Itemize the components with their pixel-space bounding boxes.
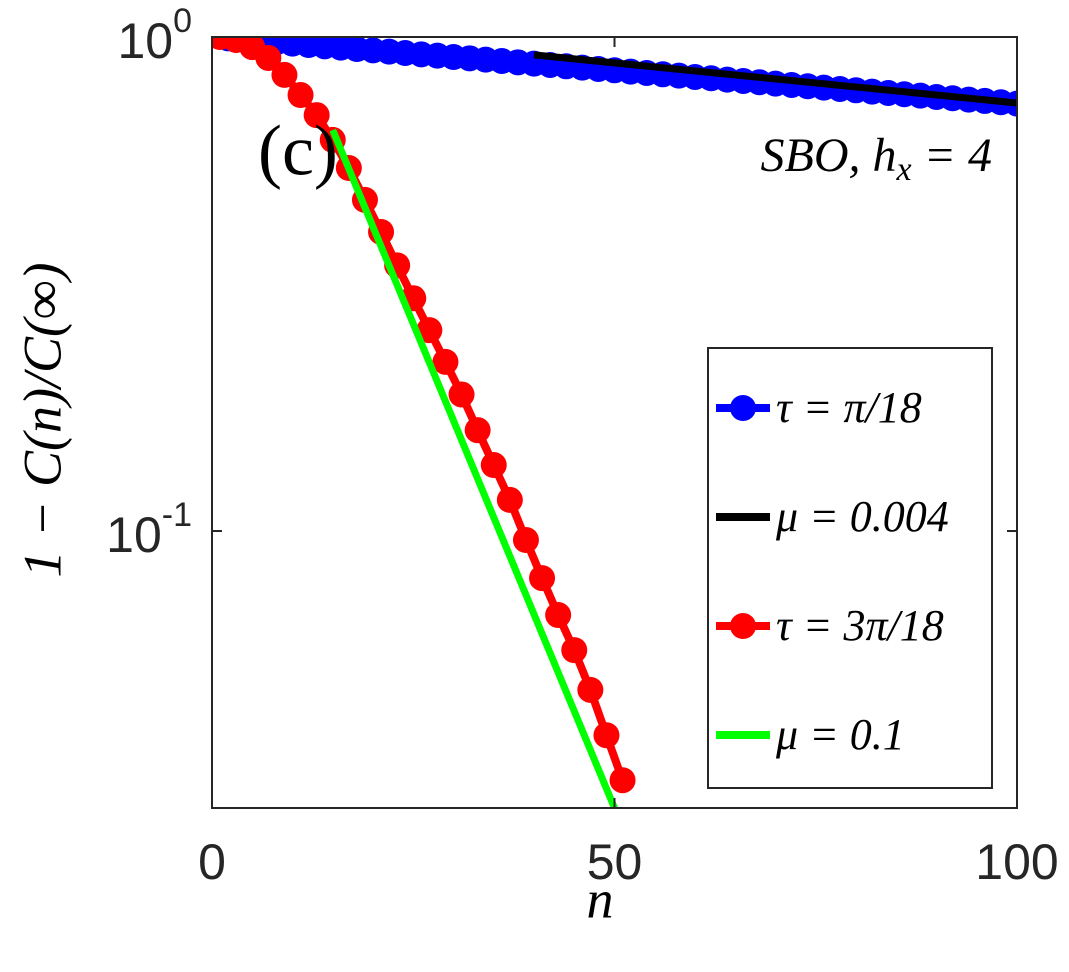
legend-box — [707, 347, 993, 789]
data-point — [271, 61, 298, 88]
data-point — [496, 486, 523, 513]
y-tick-label: 100 — [117, 2, 192, 69]
legend-label: μ = 0.1 — [775, 710, 905, 759]
y-axis-label: 1 − C(n)/C(∞) — [12, 263, 72, 578]
x-axis-label: n — [587, 869, 614, 929]
x-tick-label: 100 — [975, 834, 1058, 890]
data-point — [593, 722, 620, 749]
y-tick-exponent: -1 — [162, 496, 192, 534]
legend-label: τ = 3π/18 — [776, 601, 944, 650]
legend-marker — [730, 395, 756, 421]
data-point — [287, 82, 314, 109]
data-point — [529, 565, 556, 592]
x-tick-label: 0 — [198, 834, 226, 890]
series-layer — [212, 37, 1017, 808]
data-point — [480, 452, 507, 479]
legend-label: μ = 0.004 — [775, 492, 949, 541]
data-point — [545, 602, 572, 629]
annotation-subscript: x — [896, 151, 912, 188]
annotation-tail: = 4 — [912, 129, 992, 182]
y-tick-base: 10 — [106, 507, 162, 563]
legend-marker — [730, 613, 756, 639]
y-tick-exponent: 0 — [173, 2, 192, 40]
y-tick-base: 10 — [117, 13, 173, 69]
data-point — [303, 102, 330, 129]
data-point — [561, 637, 588, 664]
data-point — [464, 417, 491, 444]
panel-label: (c) — [258, 111, 338, 191]
x-tick-label: 50 — [587, 834, 643, 890]
data-point — [577, 676, 604, 703]
series-line — [533, 51, 1017, 107]
y-tick-label: 10-1 — [106, 496, 192, 563]
data-point — [255, 44, 282, 71]
legend: τ = π/18 μ = 0.004 τ = 3π/18 μ = 0.1 — [707, 347, 993, 789]
data-point — [448, 381, 475, 408]
annotation-main: SBO, h — [761, 129, 897, 182]
data-point — [416, 317, 443, 344]
data-point — [512, 527, 539, 554]
series-line — [329, 128, 618, 808]
data-point — [609, 767, 636, 794]
annotation: SBO, hx = 4 — [761, 129, 992, 188]
data-point — [432, 348, 459, 375]
legend-label: τ = π/18 — [776, 383, 922, 432]
